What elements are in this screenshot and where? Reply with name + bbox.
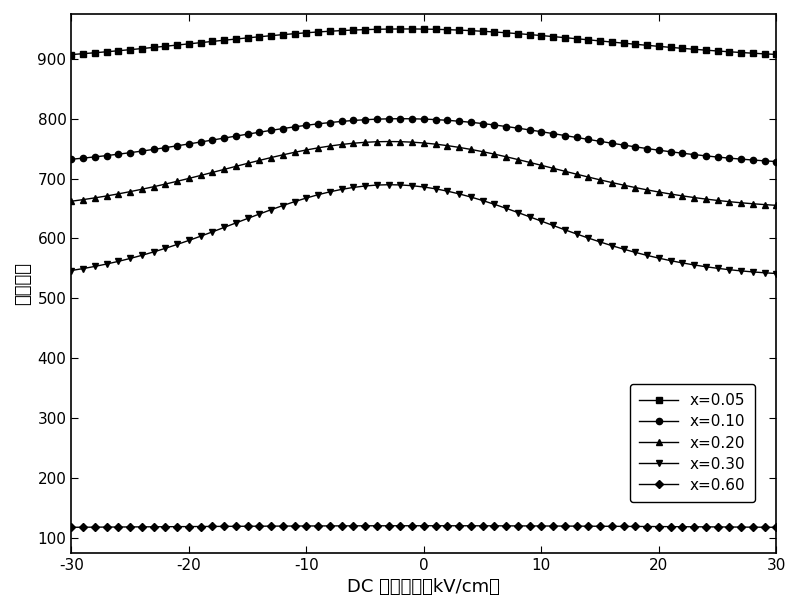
x=0.10	[314, 120, 323, 127]
Legend: x=0.05, x=0.10, x=0.20, x=0.30, x=0.60: x=0.05, x=0.10, x=0.20, x=0.30, x=0.60	[630, 384, 754, 502]
x=0.20	[690, 194, 699, 201]
Y-axis label: 介电常数: 介电常数	[14, 262, 32, 305]
x=0.20	[502, 153, 511, 160]
x=0.20	[314, 144, 323, 151]
Line: x=0.60: x=0.60	[68, 523, 779, 531]
x=0.20	[454, 144, 464, 151]
x=0.05	[454, 26, 464, 34]
x=0.10	[231, 132, 241, 140]
x=0.30	[454, 190, 464, 198]
x=0.05	[314, 28, 323, 35]
x=0.05	[207, 38, 217, 45]
x=0.30	[231, 220, 241, 227]
Line: x=0.10: x=0.10	[68, 115, 779, 165]
x=0.05	[690, 46, 699, 53]
x=0.10	[66, 156, 76, 163]
x=0.30	[772, 270, 782, 277]
x=0.05	[231, 35, 241, 43]
x=0.20	[231, 163, 241, 170]
x=0.20	[66, 198, 76, 205]
x=0.60	[419, 522, 429, 529]
x=0.60	[772, 523, 782, 531]
x=0.30	[66, 267, 76, 274]
x=0.60	[454, 522, 464, 529]
x=0.60	[207, 523, 217, 530]
x=0.10	[502, 123, 511, 130]
x=0.10	[395, 115, 405, 123]
X-axis label: DC 电场强度（kV/cm）: DC 电场强度（kV/cm）	[347, 578, 500, 596]
x=0.30	[502, 205, 511, 212]
Line: x=0.30: x=0.30	[68, 182, 779, 277]
x=0.30	[207, 228, 217, 235]
x=0.20	[384, 138, 394, 145]
x=0.60	[690, 523, 699, 531]
x=0.30	[384, 181, 394, 188]
x=0.05	[395, 25, 405, 32]
x=0.05	[502, 29, 511, 37]
x=0.10	[454, 118, 464, 125]
x=0.30	[314, 191, 323, 198]
x=0.60	[231, 523, 241, 530]
x=0.60	[314, 522, 323, 529]
x=0.30	[690, 261, 699, 268]
x=0.10	[690, 151, 699, 158]
x=0.20	[207, 169, 217, 176]
x=0.05	[66, 51, 76, 58]
x=0.60	[66, 523, 76, 531]
x=0.10	[207, 137, 217, 144]
x=0.10	[772, 158, 782, 165]
x=0.20	[772, 202, 782, 209]
Line: x=0.20: x=0.20	[68, 138, 779, 209]
Line: x=0.05: x=0.05	[68, 26, 779, 58]
x=0.60	[502, 522, 511, 529]
x=0.05	[772, 51, 782, 58]
